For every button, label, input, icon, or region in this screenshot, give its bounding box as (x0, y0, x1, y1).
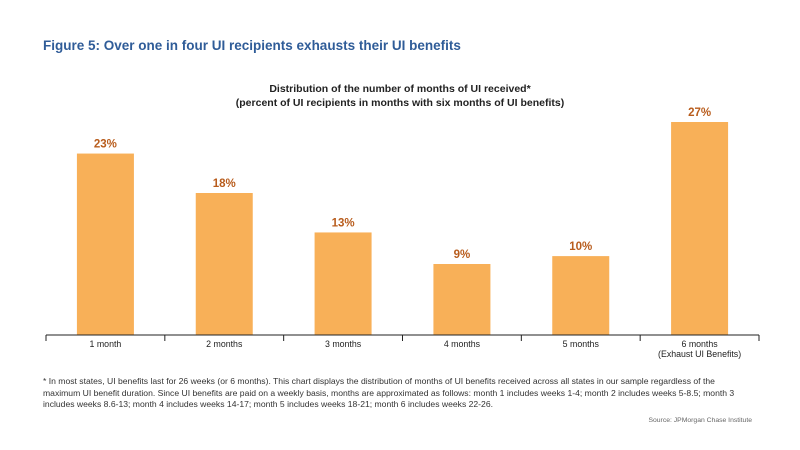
data-label-3: 13% (332, 217, 355, 229)
chart-title: Distribution of the number of months of … (269, 83, 531, 95)
bar-2 (195, 193, 253, 335)
bar-6 (671, 122, 729, 335)
data-label-4: 9% (454, 249, 471, 261)
bar-1 (76, 153, 134, 335)
bar-3 (314, 232, 372, 335)
x-tick-label-2: 2 months (206, 339, 243, 349)
bar-5 (552, 256, 610, 335)
footnote: * In most states, UI benefits last for 2… (43, 376, 735, 410)
data-label-6: 27% (688, 107, 711, 119)
figure-title: Figure 5: Over one in four UI recipients… (43, 38, 461, 53)
x-tick-label-3: 3 months (325, 339, 362, 349)
x-tick-label-6: 6 months (Exhaust UI Benefits) (658, 339, 741, 359)
chart-subtitle: (percent of UI recipients in months with… (235, 97, 565, 109)
x-tick-label-4: 4 months (444, 339, 481, 349)
data-label-2: 18% (213, 178, 236, 190)
data-label-1: 23% (94, 139, 117, 151)
data-label-5: 10% (569, 241, 592, 253)
source-note: Source: JPMorgan Chase Institute (648, 417, 752, 424)
x-tick-label-1: 1 month (90, 339, 122, 349)
x-tick-label-5: 5 months (563, 339, 600, 349)
bar-4 (433, 264, 491, 335)
